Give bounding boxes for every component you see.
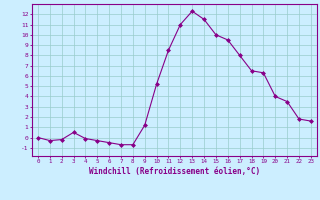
X-axis label: Windchill (Refroidissement éolien,°C): Windchill (Refroidissement éolien,°C) (89, 167, 260, 176)
